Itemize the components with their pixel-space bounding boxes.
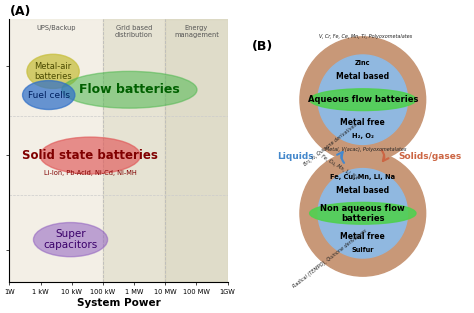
Text: Metal, V(acac), Polyoxometalates: Metal, V(acac), Polyoxometalates xyxy=(325,147,406,152)
Text: Solids/gases: Solids/gases xyxy=(399,152,462,161)
Circle shape xyxy=(318,169,408,258)
Circle shape xyxy=(300,151,426,276)
Ellipse shape xyxy=(310,89,416,110)
Ellipse shape xyxy=(23,80,75,110)
Circle shape xyxy=(318,55,408,144)
Text: Metal based: Metal based xyxy=(336,72,389,81)
Text: Solid state batteries: Solid state batteries xyxy=(22,149,158,162)
Text: Liquids: Liquids xyxy=(277,152,313,161)
Ellipse shape xyxy=(40,137,140,174)
Ellipse shape xyxy=(27,54,79,89)
Text: Metal-air
batteries: Metal-air batteries xyxy=(34,62,72,81)
X-axis label: System Power: System Power xyxy=(77,298,160,308)
Ellipse shape xyxy=(62,71,197,108)
Text: Zinc: Zinc xyxy=(355,60,371,66)
Ellipse shape xyxy=(34,223,108,257)
Text: (A): (A) xyxy=(9,5,31,18)
Text: Br₂, I₂, Quinone derivatives: Br₂, I₂, Quinone derivatives xyxy=(302,123,358,167)
Bar xyxy=(103,19,165,282)
Text: Fe, Cu, Mn, Li, Na: Fe, Cu, Mn, Li, Na xyxy=(319,153,358,180)
Text: Aqueous flow batteries: Aqueous flow batteries xyxy=(308,95,418,104)
Bar xyxy=(165,19,228,282)
Text: Metal free: Metal free xyxy=(340,118,385,127)
Text: Radical (TEMPO), Quinone derivatives: Radical (TEMPO), Quinone derivatives xyxy=(292,228,368,289)
Text: (B): (B) xyxy=(252,40,273,54)
Text: Super
capacitors: Super capacitors xyxy=(44,229,98,250)
Text: Fuel cells: Fuel cells xyxy=(27,90,70,100)
Text: Flow batteries: Flow batteries xyxy=(79,83,180,96)
Text: H₂, O₂: H₂, O₂ xyxy=(352,133,374,139)
Text: Li-Ion, Pb-Acid, Ni-Cd, Ni-MH: Li-Ion, Pb-Acid, Ni-Cd, Ni-MH xyxy=(44,170,137,176)
Text: Energy
management: Energy management xyxy=(174,25,219,38)
Text: Metal based: Metal based xyxy=(336,186,389,195)
Text: Non aqueous flow
batteries: Non aqueous flow batteries xyxy=(320,204,405,223)
Text: V, Cr, Fe, Ce, Mn, Ti, Polyoxometalates: V, Cr, Fe, Ce, Mn, Ti, Polyoxometalates xyxy=(319,34,412,39)
Text: Sulfur: Sulfur xyxy=(352,247,374,253)
Text: Metal free: Metal free xyxy=(340,232,385,241)
Ellipse shape xyxy=(310,203,416,224)
Bar xyxy=(9,19,103,282)
Text: Fe, Cu, Mn, Li, Na: Fe, Cu, Mn, Li, Na xyxy=(330,174,395,180)
Text: Grid based
distribution: Grid based distribution xyxy=(115,25,153,38)
Text: UPS/Backup: UPS/Backup xyxy=(36,25,76,31)
Circle shape xyxy=(300,37,426,162)
